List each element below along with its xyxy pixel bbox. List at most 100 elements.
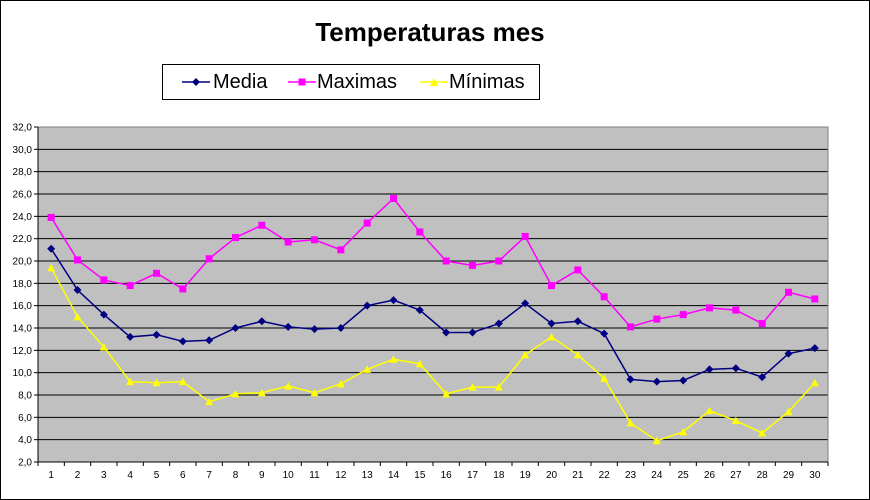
data-point-maximas: [811, 295, 819, 303]
y-tick-label: 18,0: [13, 279, 33, 290]
data-point-minimas: [573, 350, 582, 359]
y-tick-label: 22,0: [13, 234, 33, 245]
data-point-maximas: [627, 323, 634, 331]
data-point-media: [521, 299, 530, 308]
data-point-media: [494, 319, 503, 328]
data-point-minimas: [415, 359, 424, 368]
x-tick-label: 3: [101, 470, 107, 481]
data-point-maximas: [205, 255, 213, 263]
series-line-minimas: [50, 267, 816, 442]
data-point-maximas: [600, 293, 608, 301]
data-point-media: [679, 376, 688, 385]
legend-label-maximas: Maximas: [317, 71, 398, 93]
data-point-maximas: [653, 315, 661, 323]
data-point-minimas: [442, 389, 451, 398]
data-point-minimas: [705, 406, 714, 415]
data-point-media: [810, 344, 819, 353]
data-point-maximas: [363, 219, 371, 227]
x-tick-label: 21: [572, 470, 584, 481]
data-point-maximas: [126, 282, 134, 290]
x-tick-label: 29: [783, 470, 795, 481]
data-point-minimas: [758, 428, 767, 437]
data-point-media: [257, 317, 266, 326]
x-tick-label: 15: [414, 470, 426, 481]
legend-swatch-maximas: [288, 78, 316, 86]
legend-item-maximas: Maximas: [287, 71, 407, 93]
data-point-maximas: [179, 285, 187, 293]
data-point-minimas: [363, 365, 372, 373]
x-tick-label: 30: [809, 470, 821, 481]
y-tick-label: 4,0: [18, 435, 32, 446]
data-point-media: [310, 325, 319, 334]
data-point-maximas: [416, 228, 424, 236]
x-tick-label: 1: [48, 470, 54, 481]
data-point-maximas: [284, 238, 292, 246]
data-point-minimas: [47, 263, 56, 272]
data-point-media: [415, 306, 424, 315]
data-point-media: [468, 328, 477, 337]
y-tick-label: 32,0: [13, 123, 33, 134]
data-point-minimas: [284, 382, 293, 390]
data-point-media: [126, 332, 135, 341]
x-tick-label: 7: [206, 470, 212, 481]
data-point-maximas: [232, 234, 239, 242]
x-tick-label: 19: [520, 470, 532, 481]
x-tick-label: 16: [441, 470, 453, 481]
data-point-maximas: [706, 304, 713, 312]
data-point-minimas: [152, 378, 161, 387]
x-tick-label: 5: [154, 470, 160, 481]
data-point-minimas: [99, 342, 108, 351]
legend-label-media: Media: [213, 71, 268, 93]
data-point-media: [573, 317, 582, 326]
data-point-media: [705, 365, 714, 374]
y-tick-label: 6,0: [18, 413, 32, 424]
data-point-media: [784, 349, 793, 358]
y-tick-label: 10,0: [13, 368, 33, 379]
x-tick-label: 11: [309, 470, 320, 481]
data-point-media: [336, 324, 345, 332]
data-point-maximas: [574, 266, 582, 274]
legend-item-media: Media: [181, 71, 271, 93]
data-point-maximas: [47, 213, 55, 221]
plot-area: [38, 127, 828, 462]
data-point-maximas: [548, 282, 555, 290]
data-point-minimas: [784, 407, 793, 416]
data-point-media: [731, 364, 740, 373]
data-point-maximas: [74, 256, 81, 264]
data-point-maximas: [495, 257, 503, 265]
data-point-minimas: [389, 355, 398, 363]
y-tick-label: 14,0: [13, 324, 33, 335]
data-point-maximas: [153, 269, 160, 277]
x-tick-label: 24: [651, 470, 663, 481]
data-point-minimas: [178, 377, 187, 386]
chart-legend: Media Maximas Mínimas: [162, 64, 540, 100]
x-tick-label: 2: [75, 470, 81, 481]
data-point-media: [442, 328, 451, 337]
y-tick-label: 26,0: [13, 190, 33, 201]
x-tick-label: 18: [493, 470, 505, 481]
data-point-minimas: [810, 378, 819, 387]
x-tick-label: 9: [259, 470, 265, 481]
data-point-maximas: [337, 246, 345, 254]
data-point-minimas: [521, 350, 530, 359]
data-point-maximas: [100, 276, 108, 284]
data-point-media: [178, 337, 187, 346]
data-point-media: [626, 375, 635, 384]
x-tick-label: 12: [335, 470, 347, 481]
data-point-minimas: [73, 312, 82, 321]
legend-item-minimas: Mínimas: [419, 71, 534, 93]
data-point-media: [47, 244, 56, 253]
data-point-minimas: [468, 383, 477, 391]
data-point-media: [231, 324, 240, 332]
y-tick-label: 30,0: [13, 145, 33, 156]
x-tick-label: 4: [127, 470, 133, 481]
legend-swatch-minimas: [420, 78, 448, 86]
data-point-maximas: [442, 257, 450, 265]
x-tick-label: 8: [233, 470, 239, 481]
data-point-maximas: [679, 311, 687, 319]
data-point-media: [284, 322, 293, 331]
series-line-media: [50, 248, 815, 383]
data-point-minimas: [205, 397, 214, 406]
x-tick-label: 26: [704, 470, 716, 481]
